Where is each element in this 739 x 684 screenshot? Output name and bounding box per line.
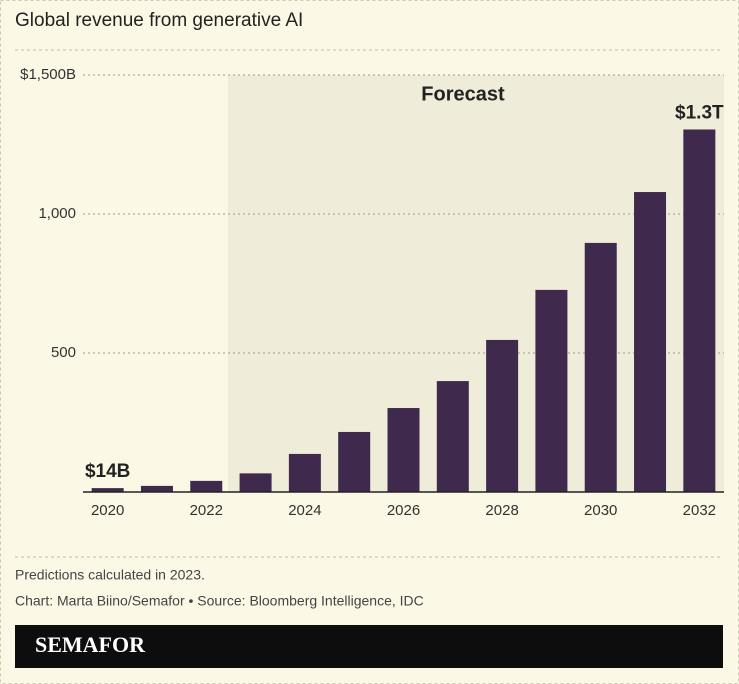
x-tick-label: 2020 xyxy=(91,502,124,519)
y-tick-label: $1,500B xyxy=(20,66,76,83)
bar xyxy=(288,453,321,492)
bar xyxy=(634,192,667,492)
x-tick-label: 2022 xyxy=(190,502,223,519)
bar xyxy=(91,488,124,492)
forecast-label: Forecast xyxy=(421,83,505,105)
bar xyxy=(486,339,519,492)
value-label: $1.3T xyxy=(675,103,724,124)
value-label: $14B xyxy=(85,461,130,482)
source: Chart: Marta Biino/Semafor • Source: Blo… xyxy=(15,593,424,609)
y-tick-label: 1,000 xyxy=(38,205,76,222)
bar xyxy=(387,408,420,492)
bar xyxy=(683,129,716,492)
bar xyxy=(140,485,173,492)
brand: SEMAFOR xyxy=(35,632,146,657)
bar xyxy=(190,480,223,492)
bar xyxy=(584,242,617,492)
y-tick-label: 500 xyxy=(51,344,76,361)
x-tick-label: 2030 xyxy=(584,502,617,519)
note: Predictions calculated in 2023. xyxy=(15,567,205,583)
x-tick-label: 2026 xyxy=(387,502,420,519)
chart-title: Global revenue from generative AI xyxy=(15,10,303,31)
bar xyxy=(338,431,371,492)
bar xyxy=(436,381,469,492)
bar xyxy=(239,473,272,492)
x-tick-label: 2024 xyxy=(288,502,321,519)
brand-bar xyxy=(15,625,723,668)
x-tick-label: 2028 xyxy=(485,502,518,519)
bar xyxy=(535,289,568,492)
x-tick-label: 2032 xyxy=(683,502,716,519)
